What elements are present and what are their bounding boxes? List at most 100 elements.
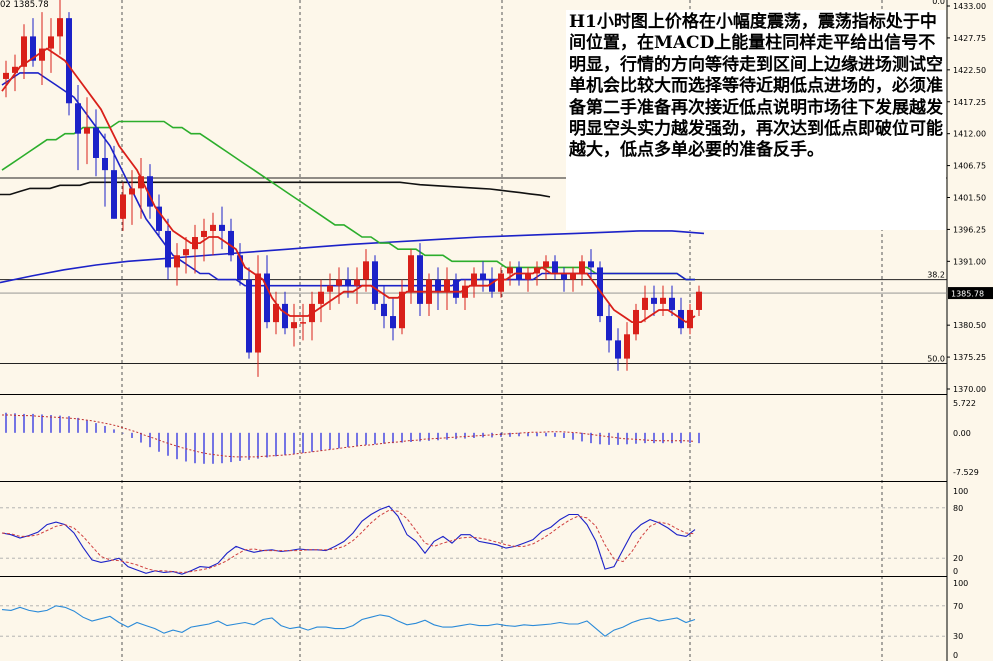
candle xyxy=(453,279,459,298)
candle xyxy=(291,322,297,329)
candle xyxy=(354,279,360,286)
stoch-tick-label: 0 xyxy=(953,567,958,576)
candle xyxy=(93,127,99,158)
candle xyxy=(3,72,9,79)
candle xyxy=(561,273,567,280)
candle xyxy=(300,322,306,324)
candle xyxy=(552,261,558,274)
candle xyxy=(273,303,279,323)
candle xyxy=(57,18,63,37)
candle xyxy=(21,36,27,67)
candle xyxy=(183,249,189,256)
candle xyxy=(579,261,585,274)
candle xyxy=(138,176,144,189)
candle xyxy=(489,279,495,292)
candle xyxy=(156,206,162,231)
candle xyxy=(228,230,234,256)
candle xyxy=(318,291,324,304)
candle xyxy=(39,48,45,61)
price-tick-label: 1433.00 xyxy=(953,2,986,11)
candle xyxy=(210,224,216,231)
candle xyxy=(615,340,621,359)
candle xyxy=(165,230,171,268)
stoch-tick-label: 100 xyxy=(953,487,968,496)
candle xyxy=(435,279,441,292)
candle xyxy=(480,273,486,280)
candle xyxy=(363,261,369,280)
price-tick-label: 1422.50 xyxy=(953,66,986,75)
rsi-tick-label: 0 xyxy=(953,651,958,660)
current-price-tag xyxy=(948,287,993,300)
candle xyxy=(174,255,180,268)
price-tick-label: 1427.75 xyxy=(953,34,986,43)
candle xyxy=(408,255,414,292)
price-tick-label: 1406.75 xyxy=(953,162,986,171)
candle xyxy=(327,285,333,292)
fib-label: 50.0 xyxy=(927,354,945,363)
rsi-tick-label: 30 xyxy=(953,632,963,641)
candle xyxy=(669,297,675,310)
candle xyxy=(147,176,153,207)
candle xyxy=(219,224,225,231)
price-panel xyxy=(0,0,947,377)
candle xyxy=(570,273,576,280)
candle xyxy=(381,303,387,317)
macd-panel xyxy=(2,412,700,464)
ma-long-line xyxy=(0,181,551,198)
fib-label: 0.0 xyxy=(932,0,945,6)
candle xyxy=(48,36,54,49)
candle xyxy=(660,297,666,304)
macd-tick-label: -7.529 xyxy=(953,468,979,477)
candle xyxy=(606,316,612,341)
candle xyxy=(624,334,630,359)
price-tick-label: 1401.50 xyxy=(953,194,986,203)
candle xyxy=(84,127,90,134)
fib-label: 38.2 xyxy=(927,271,945,280)
candle xyxy=(462,285,468,298)
current-price-label: 1385.78 xyxy=(951,290,984,299)
candle xyxy=(246,279,252,353)
price-tick-label: 1380.50 xyxy=(953,321,986,330)
candle xyxy=(345,279,351,286)
candle xyxy=(66,18,72,104)
price-axis: 1433.00 1427.75 1422.50 1417.25 1412.00 1406.… xyxy=(927,0,993,660)
candle xyxy=(336,279,342,286)
candle xyxy=(237,255,243,280)
candle xyxy=(372,261,378,304)
price-tick-label: 1417.25 xyxy=(953,98,986,107)
candle xyxy=(444,279,450,292)
candle xyxy=(120,194,126,219)
candle xyxy=(417,255,423,304)
price-tick-label: 1412.00 xyxy=(953,130,986,139)
candle xyxy=(498,273,504,292)
candle xyxy=(129,188,135,195)
analysis-text-box: H1小时图上价格在小幅度震荡，震荡指标处于中间位置，在MACD上能量柱同样走平给… xyxy=(566,10,946,230)
price-tick-label: 1391.00 xyxy=(953,257,986,266)
ma-trend-line xyxy=(0,230,705,284)
macd-tick-label: 5.722 xyxy=(953,399,976,408)
price-tick-label: 1396.25 xyxy=(953,225,986,234)
candle xyxy=(264,273,270,323)
ma-fast-line xyxy=(1,47,696,324)
candle xyxy=(102,157,108,171)
candle xyxy=(282,303,288,329)
stoch-k-line xyxy=(1,505,696,575)
stoch-d-line xyxy=(1,509,696,574)
stochastic-panel xyxy=(0,505,947,575)
candle xyxy=(390,316,396,329)
price-tick-label: 1370.00 xyxy=(953,385,986,394)
candle xyxy=(75,103,81,134)
rsi-tick-label: 70 xyxy=(953,602,963,611)
price-tick-label: 1375.25 xyxy=(953,353,986,362)
candle xyxy=(30,36,36,61)
candle xyxy=(12,66,18,73)
candle xyxy=(525,273,531,280)
stoch-tick-label: 80 xyxy=(953,504,963,513)
candle xyxy=(507,267,513,274)
stoch-tick-label: 20 xyxy=(953,554,963,563)
macd-tick-label: 0.00 xyxy=(953,429,971,438)
chart-header: 02 1385.78 xyxy=(0,0,49,10)
candle xyxy=(543,261,549,268)
